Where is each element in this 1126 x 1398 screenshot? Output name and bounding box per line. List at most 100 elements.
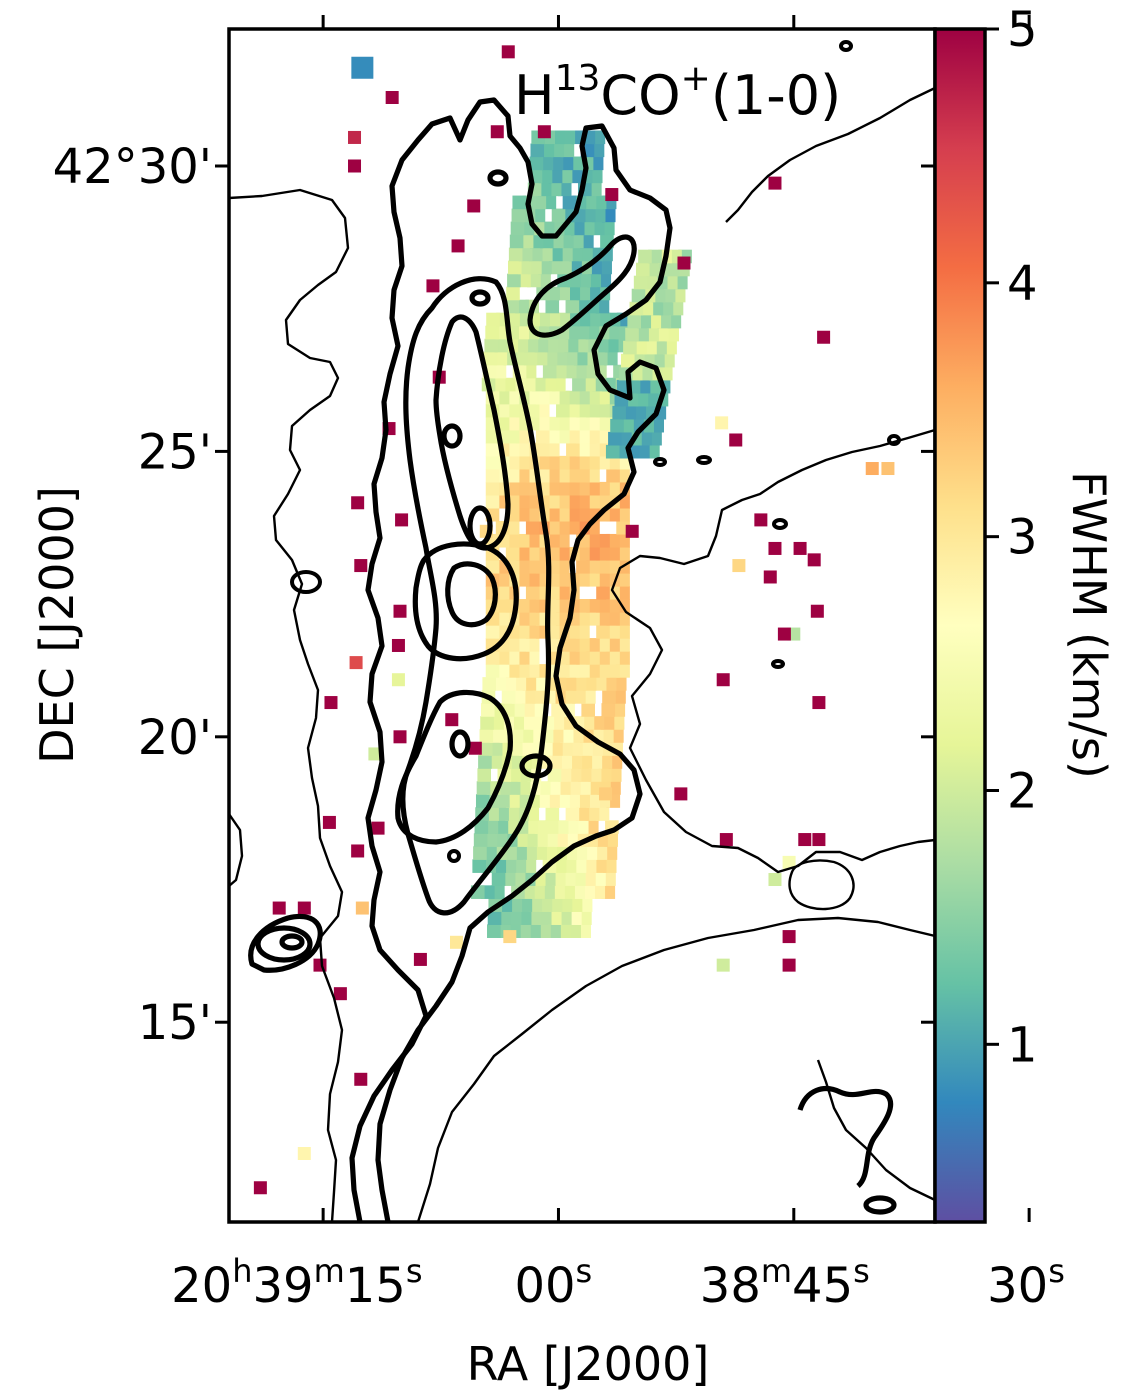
fwhm-cell: [509, 234, 524, 249]
fwhm-cell: [507, 260, 522, 275]
contour-small-features: [290, 40, 901, 863]
fwhm-cell-isolated: [368, 747, 382, 761]
fwhm-cell-isolated: [351, 56, 374, 79]
y-tick-label: 25': [138, 424, 212, 480]
contour-tiny-7: [290, 570, 322, 594]
fwhm-cell: [545, 807, 560, 821]
fwhm-cell-isolated: [719, 833, 733, 847]
fwhm-cell-isolated: [253, 1181, 267, 1195]
fwhm-cell-isolated: [793, 541, 807, 555]
fwhm-cell: [525, 520, 540, 535]
fwhm-cell: [610, 418, 624, 433]
fwhm-cell-isolated: [348, 130, 362, 144]
fwhm-cell: [485, 481, 500, 496]
fwhm-cell: [501, 690, 516, 704]
contour-northeast-arm: [527, 234, 637, 338]
fwhm-cell: [473, 846, 487, 860]
fwhm-cell-isolated: [810, 604, 824, 618]
fwhm-cell-isolated: [426, 279, 440, 293]
fwhm-cell: [485, 325, 499, 340]
y-tick-label: 15': [138, 995, 212, 1051]
contour-tiny-1: [839, 40, 853, 52]
fwhm-cell: [473, 833, 488, 847]
fwhm-cell-isolated: [768, 176, 782, 190]
fwhm-cell: [601, 703, 616, 717]
fwhm-cell: [572, 377, 586, 392]
fwhm-cell-isolated: [537, 125, 551, 139]
colorbar: 1 2 3 4 5 FWHM (km/s): [933, 2, 1116, 1224]
fwhm-cell: [511, 208, 526, 223]
fwhm-cell: [606, 468, 620, 483]
fwhm-cell: [547, 768, 562, 782]
fwhm-cell: [508, 247, 523, 262]
contour-peak-mid: [467, 505, 493, 547]
fwhm-cell: [631, 288, 646, 303]
fwhm-cell-isolated: [812, 696, 826, 710]
fwhm-cell: [566, 442, 580, 457]
x-tick-label: 38m45s: [700, 1252, 870, 1314]
colorbar-gradient: [935, 29, 985, 1222]
contour-bottom-arc: [797, 1086, 894, 1188]
contour-tiny-5: [887, 434, 901, 446]
fwhm-cell: [620, 353, 635, 368]
fwhm-cell: [596, 625, 610, 639]
y-axis: 42°30' 25' 20' 15': [53, 139, 935, 1051]
colorbar-tick-label: 5: [1007, 2, 1038, 58]
fwhm-cell: [482, 677, 497, 691]
fwhm-cell: [472, 859, 486, 873]
fwhm-cell: [545, 299, 560, 314]
fwhm-cell-isolated: [349, 656, 363, 670]
fwhm-cell-isolated: [468, 741, 482, 755]
fwhm-cell: [485, 664, 500, 678]
plot-area: H13CO+(1-0): [227, 27, 937, 1224]
contour-tiny-2: [696, 455, 712, 465]
colorbar-tick-label: 2: [1007, 763, 1038, 819]
fwhm-cell: [510, 221, 525, 236]
fwhm-cell-isolated: [865, 462, 879, 476]
fwhm-cell-isolated: [393, 730, 407, 744]
contour-outer-left: [229, 188, 350, 1222]
x-axis: 20h39m15s 00s 38m45s 30s: [171, 15, 1065, 1314]
fwhm-cell: [486, 312, 500, 327]
fwhm-cell: [480, 703, 495, 717]
fwhm-cell-isolated: [451, 239, 465, 253]
fwhm-cell: [551, 208, 566, 223]
contour-tiny-8: [447, 849, 461, 863]
fwhm-cell: [483, 351, 498, 366]
fwhm-cell: [485, 455, 500, 470]
fwhm-cell: [476, 781, 491, 795]
fwhm-cell-isolated: [490, 125, 504, 139]
colorbar-tick-label: 4: [1007, 256, 1038, 312]
fwhm-cell: [529, 156, 544, 171]
fwhm-cell: [638, 249, 652, 264]
fwhm-cell: [485, 442, 500, 457]
contour-peak-west: [519, 753, 553, 779]
contour-island-1: [788, 859, 855, 911]
fwhm-cell-isolated: [385, 90, 399, 104]
colorbar-label: FWHM (km/s): [1062, 471, 1116, 779]
fwhm-cell: [623, 340, 637, 355]
fwhm-cell: [605, 444, 620, 459]
fwhm-cell-isolated: [716, 958, 730, 972]
fwhm-cell-isolated: [354, 1072, 368, 1086]
fwhm-cell: [485, 494, 500, 509]
fwhm-cell: [535, 429, 550, 444]
fwhm-cell-isolated: [812, 833, 826, 847]
fwhm-cell-isolated: [272, 901, 286, 915]
fwhm-cell-isolated: [777, 627, 791, 641]
contour-southwest-knot: [255, 925, 313, 963]
fwhm-cell-isolated: [355, 901, 369, 915]
fwhm-cell: [581, 703, 595, 717]
fwhm-cell-isolated: [467, 199, 481, 213]
y-tick-label: 42°30': [53, 139, 212, 195]
fwhm-cell-isolated: [807, 553, 821, 567]
fwhm-cell-isolated: [503, 930, 517, 944]
contour-small-top: [487, 169, 509, 187]
fwhm-cell-isolated: [322, 815, 336, 829]
fwhm-cell: [477, 768, 492, 782]
contour-filament-outer-left: [349, 97, 673, 1222]
contour-peak-north: [441, 423, 463, 449]
contour-north-clump: [433, 314, 511, 551]
fwhm-cell: [491, 872, 506, 886]
